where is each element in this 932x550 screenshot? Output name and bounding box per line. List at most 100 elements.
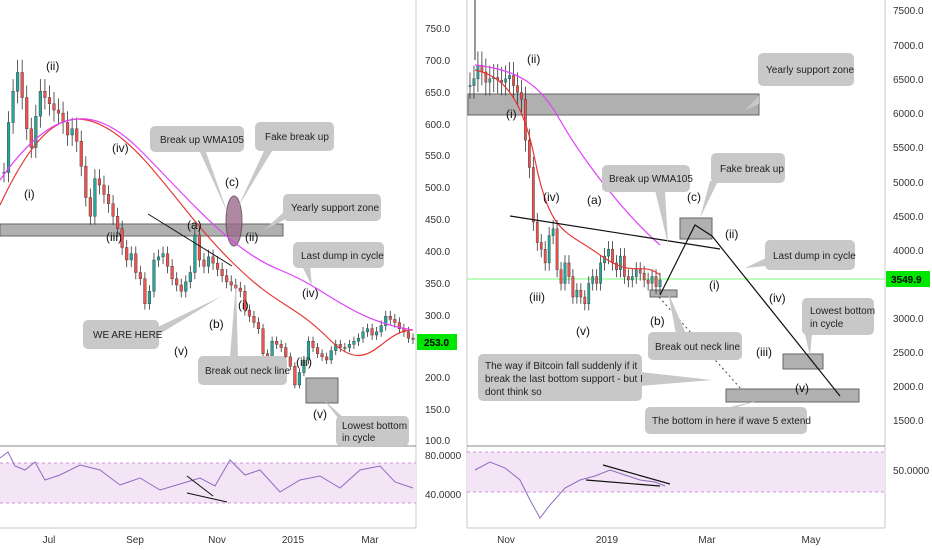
candle-body xyxy=(356,337,361,342)
right-projection-path xyxy=(659,224,841,397)
right-break-neck-callout xyxy=(648,332,742,360)
right-y-tick: 1500.0 xyxy=(893,416,924,427)
right-y-tick: 2000.0 xyxy=(893,382,924,393)
candle-body xyxy=(658,279,662,287)
callout-pointer xyxy=(804,330,812,356)
candle-body xyxy=(375,331,379,336)
right-wave-iii-box xyxy=(782,353,824,370)
candle-body xyxy=(468,85,472,87)
right-break-up-text: Break up WMA105 xyxy=(609,174,693,185)
candle-body xyxy=(156,256,161,261)
candle-body xyxy=(504,78,507,83)
left-break-up-callout xyxy=(150,126,244,152)
candle-body xyxy=(125,247,129,261)
right-y-tick: 6000.0 xyxy=(893,109,924,120)
left-yearly-support-text: Yearly support zone xyxy=(291,203,379,214)
wave-label: (i) xyxy=(506,107,517,121)
candle-body xyxy=(611,249,614,264)
left-rsi-line xyxy=(0,451,414,493)
candle-body xyxy=(229,281,233,286)
candle-body xyxy=(206,256,211,267)
right-break-neck-text: Break out neck line xyxy=(655,342,740,353)
right-wave-b-box xyxy=(649,289,678,298)
left-wave-labels: (ii) (i) (iv) (iii) (v) (a) (b) (c) (i) … xyxy=(24,59,327,421)
candle-body xyxy=(325,356,329,361)
candle-body xyxy=(543,249,547,264)
candle-body xyxy=(184,281,188,292)
candle-body xyxy=(238,287,242,292)
callout-pointer xyxy=(324,400,344,418)
callout-pointer xyxy=(640,372,712,386)
candle-body xyxy=(279,344,283,348)
callout-pointer xyxy=(668,292,686,334)
candle-body xyxy=(535,221,539,243)
candle-body xyxy=(547,235,551,264)
candle-body xyxy=(650,276,654,284)
left-x-tick: Mar xyxy=(361,535,379,546)
wave-label: (iv) xyxy=(769,291,786,305)
left-fake-breakup-ellipse xyxy=(225,195,243,247)
wave-label: (iv) xyxy=(302,286,319,300)
left-y-tick: 150.0 xyxy=(425,405,450,416)
candle-body xyxy=(179,284,183,292)
candle-body xyxy=(352,341,356,345)
right-callouts: Yearly support zone Break up WMA105 Fake… xyxy=(478,53,875,434)
wave-label: (v) xyxy=(795,381,809,395)
left-rsi-tick: 40.0000 xyxy=(425,490,462,501)
candle-body xyxy=(56,109,61,114)
candle-body xyxy=(147,291,151,304)
candle-body xyxy=(93,178,97,217)
candle-body xyxy=(252,316,256,323)
candle-body xyxy=(630,276,634,281)
candle-body xyxy=(393,319,397,323)
candle-body xyxy=(406,331,411,339)
candle-body xyxy=(29,128,33,148)
left-lowest-bottom-box xyxy=(305,377,339,404)
candle-body xyxy=(567,262,571,277)
candle-body xyxy=(75,128,79,142)
wave-label: (iii) xyxy=(296,355,312,369)
candle-body xyxy=(571,276,575,298)
left-x-tick: Jul xyxy=(43,535,56,546)
right-wave-labels: (ii) (i) (iv) (iii) (v) (a) (b) (c) (ii)… xyxy=(506,52,809,395)
right-fake-break-callout xyxy=(711,153,785,183)
candle-body xyxy=(646,279,650,284)
right-y-tick: 5500.0 xyxy=(893,143,924,154)
wave-label: (iii) xyxy=(756,345,772,359)
right-bottom-extend-box xyxy=(725,388,860,403)
left-break-neck-callout xyxy=(198,356,287,385)
candle-body xyxy=(316,347,320,354)
wave-label: (iii) xyxy=(106,230,122,244)
wave-label: (iv) xyxy=(543,190,560,204)
right-lowest-text-2: in cycle xyxy=(810,319,844,330)
right-fake-break-text: Fake break up xyxy=(720,164,784,175)
left-x-tick: 2015 xyxy=(282,535,305,546)
candle-body xyxy=(211,256,215,264)
right-y-tick: 2500.0 xyxy=(893,348,924,359)
left-y-tick: 100.0 xyxy=(425,436,450,447)
candle-body xyxy=(347,344,351,348)
candle-body xyxy=(626,276,630,281)
right-last-dump-text: Last dump in cycle xyxy=(773,251,856,262)
candle-body xyxy=(216,262,220,270)
left-y-tick: 350.0 xyxy=(425,279,450,290)
right-price-tag xyxy=(886,271,930,287)
left-fake-break-text: Fake break up xyxy=(265,132,329,143)
callout-pointer xyxy=(302,266,312,286)
candle-body xyxy=(6,122,11,173)
candle-body xyxy=(288,356,292,367)
candle-body xyxy=(202,259,206,267)
candle-body xyxy=(106,194,111,204)
candle-body xyxy=(528,139,531,168)
candle-body xyxy=(384,316,388,326)
candle-body xyxy=(512,75,515,86)
candle-body xyxy=(247,309,251,317)
candle-body xyxy=(587,283,591,305)
candle-body xyxy=(484,71,488,83)
right-y-tick: 7000.0 xyxy=(893,41,924,52)
candle-body xyxy=(88,197,92,217)
right-y-tick: 4000.0 xyxy=(893,246,924,257)
candle-body xyxy=(306,341,311,361)
candle-body xyxy=(161,253,165,258)
left-price-tag-label: 253.0 xyxy=(424,338,449,349)
